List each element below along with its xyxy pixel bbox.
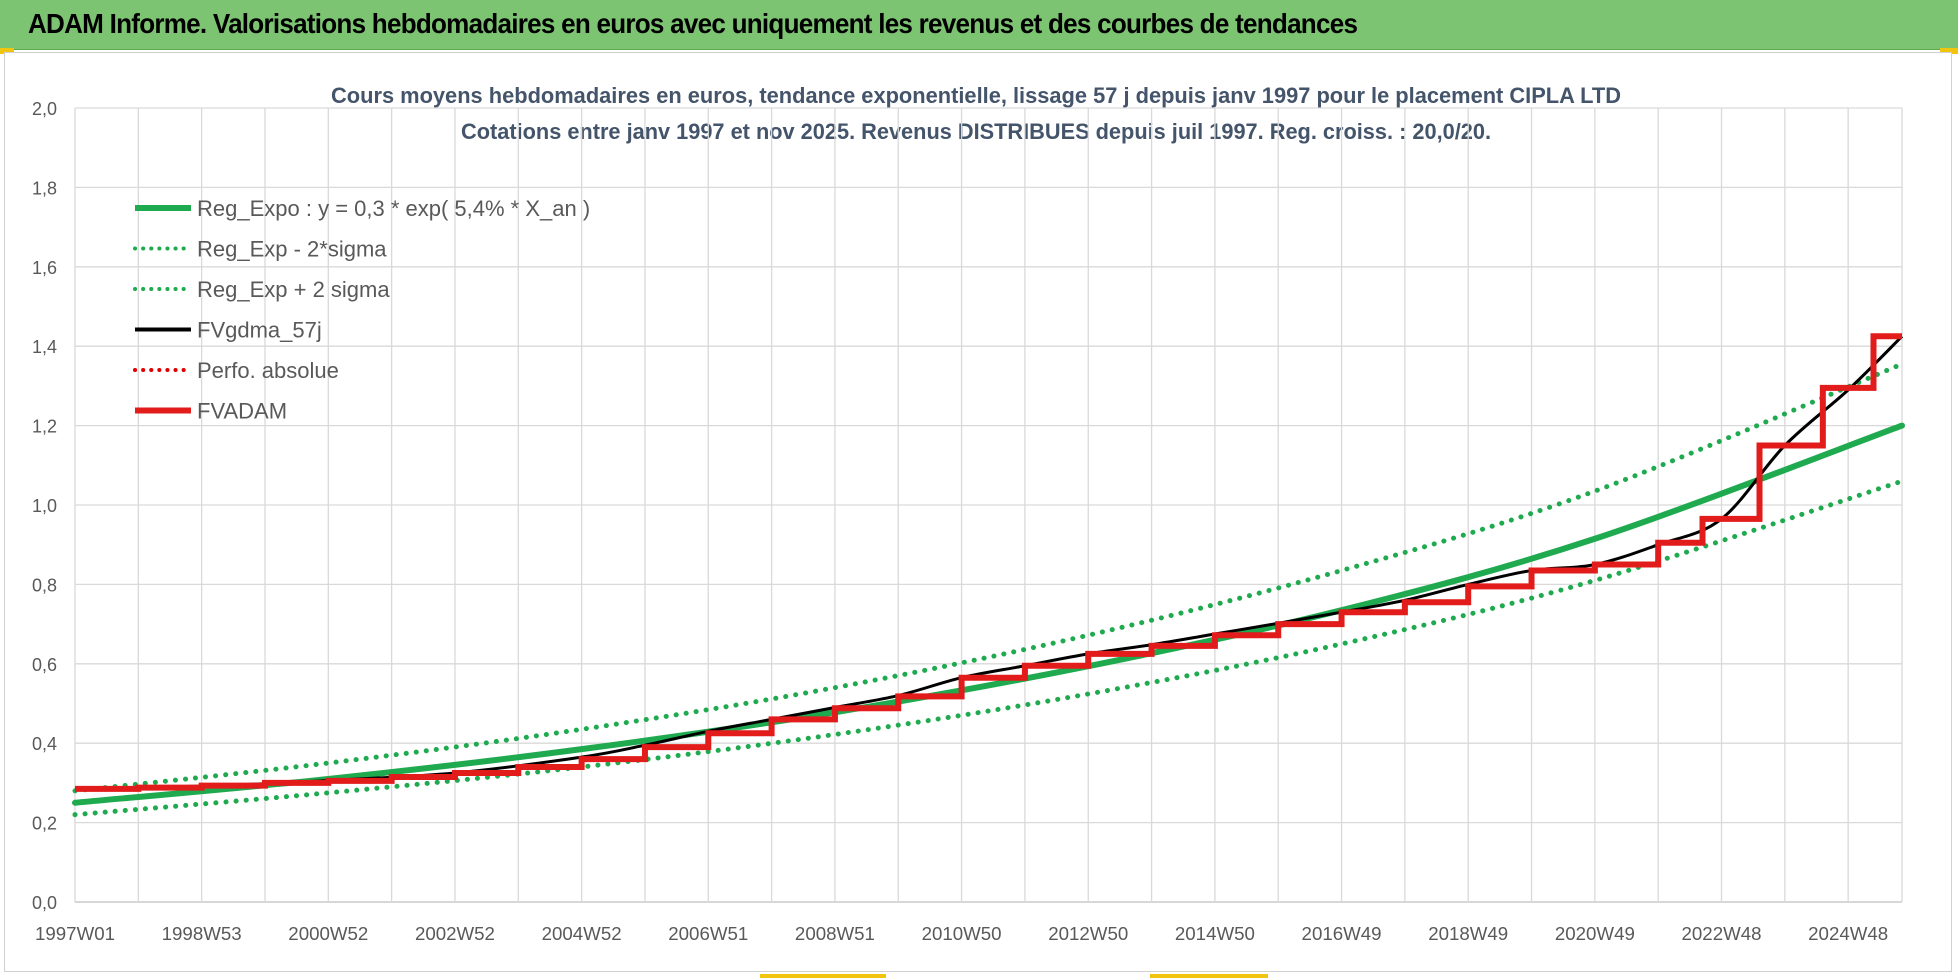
bottom-accent <box>1150 974 1268 978</box>
series-line-0 <box>72 422 1905 806</box>
x-tick-label: 1997W01 <box>35 924 115 944</box>
legend-label: FVgdma_57j <box>197 318 322 343</box>
x-tick-label: 2000W52 <box>288 924 368 944</box>
x-tick-label: 2010W50 <box>922 924 1002 944</box>
x-tick-label: 2014W50 <box>1175 924 1255 944</box>
corner-accent <box>1940 48 1958 54</box>
report-banner: ADAM Informe. Valorisations hebdomadaire… <box>0 0 1958 50</box>
x-tick-label: 2004W52 <box>542 924 622 944</box>
x-tick-label: 1998W53 <box>162 924 242 944</box>
y-tick-label: 0,6 <box>32 655 57 675</box>
legend-label: FVADAM <box>197 399 287 424</box>
chart-title-line: Cotations entre janv 1997 et nov 2025. R… <box>461 119 1491 144</box>
series-line-2 <box>72 361 1905 794</box>
legend-label: Reg_Exp - 2*sigma <box>197 237 387 262</box>
y-tick-label: 1,8 <box>32 178 57 198</box>
series-line-5 <box>75 333 1902 792</box>
x-tick-label: 2002W52 <box>415 924 495 944</box>
x-tick-label: 2008W51 <box>795 924 875 944</box>
y-tick-label: 1,0 <box>32 496 57 516</box>
bottom-accent <box>760 974 886 978</box>
y-tick-label: 1,2 <box>32 417 57 437</box>
x-tick-label: 2016W49 <box>1302 924 1382 944</box>
x-tick-label: 2006W51 <box>668 924 748 944</box>
y-tick-label: 1,4 <box>32 337 57 357</box>
legend-label: Reg_Expo : y = 0,3 * exp( 5,4% * X_an ) <box>197 196 590 221</box>
report-title: ADAM Informe. Valorisations hebdomadaire… <box>28 8 1358 39</box>
x-tick-label: 2022W48 <box>1682 924 1762 944</box>
corner-accent <box>0 48 14 54</box>
y-tick-label: 2,0 <box>32 99 57 119</box>
x-tick-label: 2024W48 <box>1808 924 1888 944</box>
y-tick-label: 0,2 <box>32 814 57 834</box>
x-tick-label: 2012W50 <box>1048 924 1128 944</box>
y-tick-label: 1,6 <box>32 258 57 278</box>
x-tick-label: 2018W49 <box>1428 924 1508 944</box>
chart-title-line: Cours moyens hebdomadaires en euros, ten… <box>331 83 1621 108</box>
legend-label: Perfo. absolue <box>197 358 339 383</box>
series-line-1 <box>72 478 1905 818</box>
y-tick-label: 0,8 <box>32 575 57 595</box>
y-tick-label: 0,0 <box>32 893 57 913</box>
y-tick-label: 0,4 <box>32 734 57 754</box>
x-tick-label: 2020W49 <box>1555 924 1635 944</box>
legend-label: Reg_Exp + 2 sigma <box>197 277 390 302</box>
